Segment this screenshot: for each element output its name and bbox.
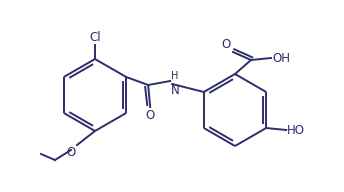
Text: OH: OH (272, 51, 290, 65)
Text: HO: HO (287, 123, 305, 137)
Text: O: O (222, 38, 231, 51)
Text: O: O (146, 109, 155, 122)
Text: Cl: Cl (89, 31, 101, 44)
Text: N: N (171, 84, 180, 97)
Text: H: H (171, 71, 179, 81)
Text: O: O (67, 146, 76, 159)
